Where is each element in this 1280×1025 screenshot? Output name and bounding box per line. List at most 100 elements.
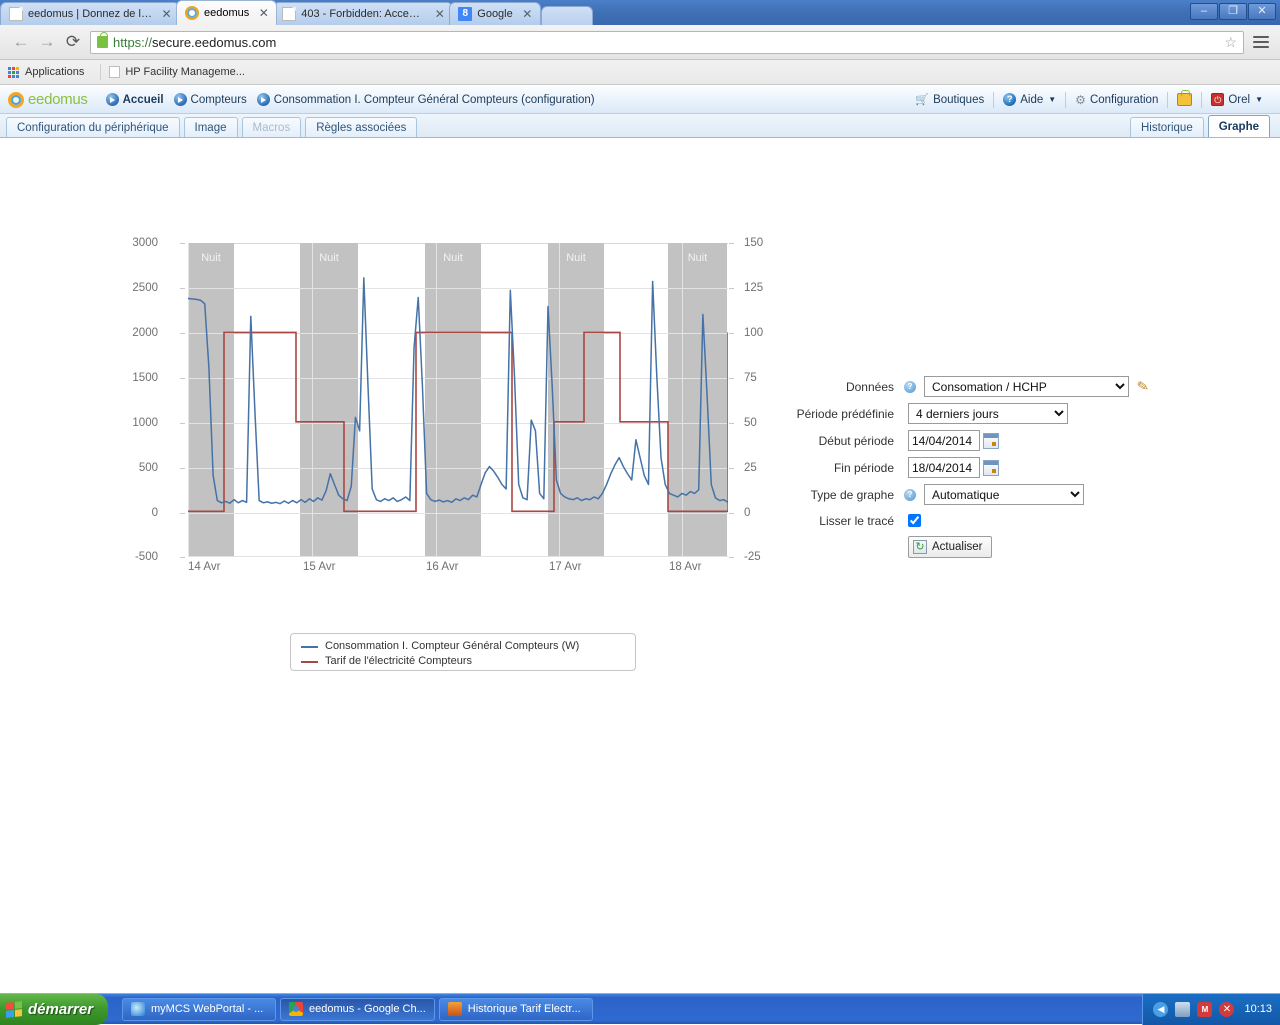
clock[interactable]: 10:13	[1244, 1003, 1272, 1015]
input-debut-periode[interactable]	[908, 430, 980, 451]
gridline	[188, 513, 728, 514]
lock-icon	[1177, 90, 1193, 106]
tab-historique[interactable]: Historique	[1129, 117, 1204, 137]
legend-swatch-icon	[301, 660, 318, 663]
browser-tab-3[interactable]: 8 Google ✕	[449, 2, 541, 25]
select-periode-predefinie[interactable]: 4 derniers jours	[908, 403, 1068, 424]
new-tab-button[interactable]	[540, 6, 593, 25]
legend-item-consommation[interactable]: Consommation I. Compteur Général Compteu…	[301, 639, 625, 654]
tab-graphe[interactable]: Graphe	[1207, 115, 1270, 137]
close-icon[interactable]: ✕	[522, 6, 533, 21]
minimize-button[interactable]: –	[1190, 3, 1218, 20]
tab-configuration-peripherique[interactable]: Configuration du périphérique	[6, 117, 180, 137]
plot-band-label: Nuit	[687, 252, 708, 264]
menu-boutiques[interactable]: 🛒 Boutiques	[906, 93, 993, 107]
taskbar-item-historique[interactable]: Historique Tarif Electr...	[438, 997, 593, 1021]
select-donnees[interactable]: Consomation / HCHP	[924, 376, 1129, 397]
x-axis-tick: 18 Avr	[669, 561, 702, 573]
tick-mark	[729, 557, 734, 558]
tick-mark	[180, 288, 185, 289]
y-axis-right-tick: -25	[744, 551, 761, 563]
url-host: secure.eedomus.com	[152, 34, 277, 50]
antivirus-icon[interactable]: M	[1197, 1001, 1213, 1017]
select-type-de-graphe[interactable]: Automatique	[924, 484, 1084, 505]
y-axis-left-tick: -500	[134, 551, 158, 563]
page-icon	[282, 7, 297, 21]
chart-plot-area[interactable]: Nuit Nuit Nuit Nuit Nuit	[188, 243, 728, 557]
windows-flag-icon	[6, 1000, 22, 1018]
gridline	[188, 468, 728, 469]
breadcrumb-accueil[interactable]: Accueil	[105, 93, 164, 106]
chrome-menu-icon[interactable]	[1250, 31, 1272, 53]
close-icon[interactable]: ✕	[258, 5, 269, 20]
bookmark-star-icon[interactable]: ☆	[1224, 33, 1237, 50]
menu-configuration[interactable]: ⚙ Configuration	[1066, 93, 1167, 107]
form-row-fin-periode: Fin période	[790, 457, 1150, 478]
gridline	[559, 243, 560, 556]
forward-icon[interactable]: →	[38, 32, 56, 51]
chart-legend: Consommation I. Compteur Général Compteu…	[290, 633, 636, 671]
form-row-submit: ↻ Actualiser	[790, 536, 1150, 558]
start-button[interactable]: démarrer	[0, 993, 108, 1025]
tab-image[interactable]: Image	[183, 117, 238, 137]
reload-icon[interactable]: ⟳	[65, 32, 81, 51]
taskbar-item-mymcs[interactable]: myMCS WebPortal - ...	[122, 997, 276, 1021]
gridline	[188, 423, 728, 424]
alert-icon[interactable]: ✕	[1219, 1001, 1235, 1017]
checkbox-lisser-le-trace[interactable]	[908, 514, 921, 527]
tab-title: eedomus | Donnez de l'intelli	[28, 8, 152, 20]
actualiser-label: Actualiser	[932, 541, 983, 553]
window-controls: – ❐ ✕	[1189, 3, 1276, 20]
calendar-icon[interactable]	[983, 432, 999, 449]
legend-item-tarif[interactable]: Tarif de l'électricité Compteurs	[301, 654, 625, 669]
graph-options-form: Données ? Consomation / HCHP ✎ Période p…	[790, 376, 1150, 564]
back-icon[interactable]: ←	[12, 32, 30, 51]
browser-tabstrip: eedomus | Donnez de l'intelli ✕ eedomus …	[0, 0, 593, 25]
menu-aide[interactable]: ? Aide ▼	[994, 93, 1065, 106]
browser-tab-0[interactable]: eedomus | Donnez de l'intelli ✕	[0, 2, 180, 25]
breadcrumb-current[interactable]: Consommation I. Compteur Général Compteu…	[256, 93, 595, 106]
menu-divider	[993, 91, 995, 108]
gridline	[188, 333, 728, 334]
eedomus-ring-icon	[8, 91, 24, 108]
breadcrumb-label: Compteurs	[190, 93, 247, 106]
tick-mark	[729, 513, 734, 514]
actualiser-button[interactable]: ↻ Actualiser	[908, 536, 992, 558]
help-icon[interactable]: ?	[904, 488, 916, 501]
calendar-icon[interactable]	[983, 459, 999, 476]
pencil-icon[interactable]: ✎	[1135, 377, 1150, 395]
apps-shortcut[interactable]: Applications	[8, 66, 84, 78]
series-line-tarif	[188, 331, 728, 513]
tick-mark	[729, 378, 734, 379]
help-icon[interactable]: ?	[904, 380, 916, 393]
menu-user[interactable]: ⏻ Orel ▼	[1202, 93, 1272, 106]
arrow-circle-icon	[173, 93, 187, 106]
network-icon[interactable]	[1175, 1001, 1191, 1017]
eedomus-logo[interactable]: eedomus	[8, 91, 88, 108]
app-tabbar: Configuration du périphérique Image Macr…	[0, 114, 1280, 138]
plot-band-nuit: Nuit	[300, 243, 358, 556]
browser-tab-2[interactable]: 403 - Forbidden: Access is de ✕	[273, 2, 454, 25]
y-axis-right-tick: 0	[744, 507, 751, 519]
tray-expand-icon[interactable]: ◀	[1153, 1001, 1169, 1017]
plot-band-nuit: Nuit	[188, 243, 234, 556]
x-axis-tick: 14 Avr	[188, 561, 221, 573]
y-axis-left-tick: 2500	[132, 282, 158, 294]
page-icon	[109, 66, 121, 78]
address-bar[interactable]: https:// secure.eedomus.com ☆	[90, 30, 1244, 54]
form-row-lisser-le-trace: Lisser le tracé	[790, 511, 1150, 530]
restore-button[interactable]: ❐	[1219, 3, 1247, 20]
close-icon[interactable]: ✕	[161, 6, 172, 21]
tick-mark	[729, 423, 734, 424]
breadcrumb-compteurs[interactable]: Compteurs	[173, 93, 247, 106]
input-fin-periode[interactable]	[908, 457, 980, 478]
taskbar-item-eedomus[interactable]: eedomus - Google Ch...	[280, 997, 435, 1021]
browser-tab-1[interactable]: eedomus ✕	[176, 0, 278, 25]
chevron-down-icon: ▼	[1048, 95, 1057, 104]
bookmark-item-0[interactable]: HP Facility Manageme...	[109, 66, 245, 78]
close-button[interactable]: ✕	[1248, 3, 1276, 20]
menu-lock[interactable]	[1168, 90, 1201, 106]
gear-icon: ⚙	[1075, 92, 1086, 107]
close-icon[interactable]: ✕	[434, 6, 445, 21]
tab-regles-associees[interactable]: Règles associées	[305, 117, 418, 137]
